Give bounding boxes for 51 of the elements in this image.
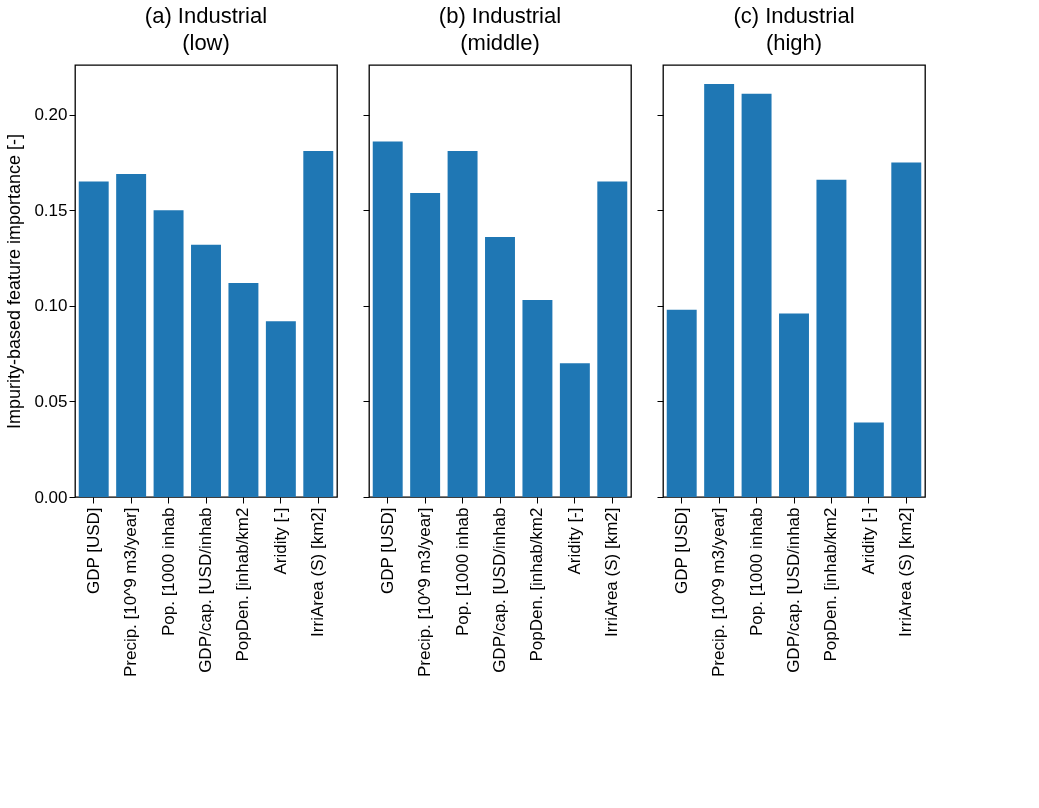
chart-title: (a) Industrial (low) bbox=[144, 3, 268, 55]
bar bbox=[116, 173, 147, 497]
x-tick-label: GDP/cap. [USD/inhab bbox=[196, 507, 215, 673]
bar bbox=[597, 181, 628, 497]
bar bbox=[153, 210, 184, 497]
bar bbox=[485, 237, 515, 497]
bar bbox=[303, 151, 334, 497]
bar bbox=[891, 162, 922, 497]
x-tick-label: Aridity [-] bbox=[564, 507, 584, 575]
bar bbox=[522, 300, 553, 497]
x-tick-label: Pop. [1000 inhab bbox=[158, 507, 178, 637]
y-tick-label: 0.15 bbox=[34, 200, 68, 220]
bar bbox=[78, 181, 109, 497]
x-tick-label: Aridity [-] bbox=[858, 507, 878, 575]
bar bbox=[559, 363, 590, 497]
bar bbox=[372, 141, 403, 497]
x-tick-label: PopDen. [inhab/km2 bbox=[821, 507, 841, 662]
x-tick-label: GDP [USD] bbox=[671, 507, 691, 595]
x-tick-label: Precip. [10^9 m3/year] bbox=[709, 507, 729, 678]
bar bbox=[666, 309, 697, 497]
y-tick-label: 0.00 bbox=[34, 487, 68, 507]
bar bbox=[779, 313, 809, 497]
bar bbox=[410, 193, 441, 497]
chart-title: (b) Industrial (middle) bbox=[438, 3, 562, 55]
x-tick-label: GDP [USD] bbox=[377, 507, 397, 595]
x-tick-label: IrriArea (S) [km2] bbox=[308, 507, 328, 637]
x-tick-label: Aridity [-] bbox=[270, 507, 290, 575]
bar bbox=[704, 84, 735, 497]
bar bbox=[191, 244, 221, 497]
bar bbox=[447, 151, 478, 497]
y-axis-title: Impurity-based feature importance [-] bbox=[4, 133, 25, 430]
bar bbox=[741, 93, 772, 497]
y-tick-label: 0.20 bbox=[34, 105, 68, 125]
x-tick-label: Pop. [1000 inhab bbox=[746, 507, 766, 637]
bar bbox=[816, 179, 847, 497]
x-tick-label: IrriArea (S) [km2] bbox=[602, 507, 622, 637]
x-tick-label: GDP/cap. [USD/inhab bbox=[490, 507, 509, 673]
y-tick-label: 0.05 bbox=[34, 391, 68, 411]
y-tick-label: 0.10 bbox=[34, 296, 68, 316]
x-tick-label: IrriArea (S) [km2] bbox=[896, 507, 916, 637]
chart-title: (c) Industrial (high) bbox=[733, 3, 855, 55]
x-tick-label: PopDen. [inhab/km2 bbox=[527, 507, 547, 662]
x-tick-label: Precip. [10^9 m3/year] bbox=[415, 507, 435, 678]
x-tick-label: Pop. [1000 inhab bbox=[452, 507, 472, 637]
x-tick-label: Precip. [10^9 m3/year] bbox=[121, 507, 141, 678]
bar bbox=[265, 321, 296, 497]
x-tick-label: GDP/cap. [USD/inhab bbox=[784, 507, 803, 673]
x-tick-label: PopDen. [inhab/km2 bbox=[233, 507, 253, 662]
bar bbox=[853, 422, 884, 497]
bar bbox=[228, 282, 259, 497]
x-tick-label: GDP [USD] bbox=[83, 507, 103, 595]
